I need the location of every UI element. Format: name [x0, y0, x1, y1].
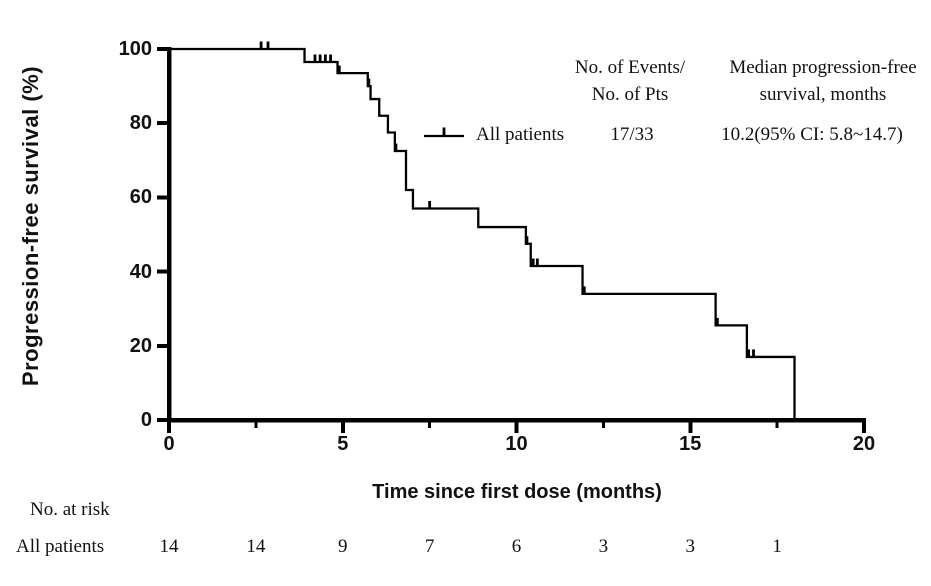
legend-series-label: All patients	[476, 124, 565, 145]
x-tick-label: 10	[505, 433, 528, 455]
risk-value: 14	[246, 536, 266, 557]
risk-row-label: All patients	[16, 536, 105, 557]
legend-median-header-line2: survival, months	[759, 84, 887, 105]
legend-events-value: 17/33	[610, 124, 654, 145]
legend-median-header-line1: Median progression-free	[729, 57, 917, 78]
y-tick-label: 20	[129, 334, 152, 357]
x-tick-label: 0	[163, 433, 175, 455]
x-tick-label: 5	[337, 433, 349, 455]
x-tick-label: 15	[679, 433, 702, 455]
y-tick-label: 60	[129, 186, 152, 209]
legend-median-value: 10.2(95% CI: 5.8~14.7)	[721, 124, 903, 145]
y-tick-label: 0	[140, 409, 152, 431]
risk-table-title: No. at risk	[30, 499, 110, 520]
legend-events-header: No. of Events/ No. of Pts	[530, 54, 730, 108]
risk-value: 14	[159, 536, 179, 557]
survival-curve	[169, 47, 796, 420]
x-axis-title: Time since first dose (months)	[372, 481, 662, 503]
risk-value: 6	[511, 536, 522, 557]
risk-value: 9	[338, 536, 348, 557]
risk-value: 3	[598, 536, 609, 557]
y-tick-label: 40	[129, 260, 152, 283]
risk-value: 1	[772, 536, 782, 557]
legend-events-header-line2: No. of Pts	[591, 84, 669, 105]
legend-events-header-line1: No. of Events/	[574, 57, 686, 78]
legend-median-header: Median progression-free survival, months	[702, 54, 931, 108]
x-tick-label: 20	[852, 433, 876, 455]
y-tick-label: 80	[129, 112, 152, 135]
y-axis-title: Progression-free survival (%)	[18, 65, 43, 387]
risk-value: 7	[424, 536, 435, 557]
y-tick-label: 100	[118, 38, 152, 60]
risk-value: 3	[685, 536, 696, 557]
